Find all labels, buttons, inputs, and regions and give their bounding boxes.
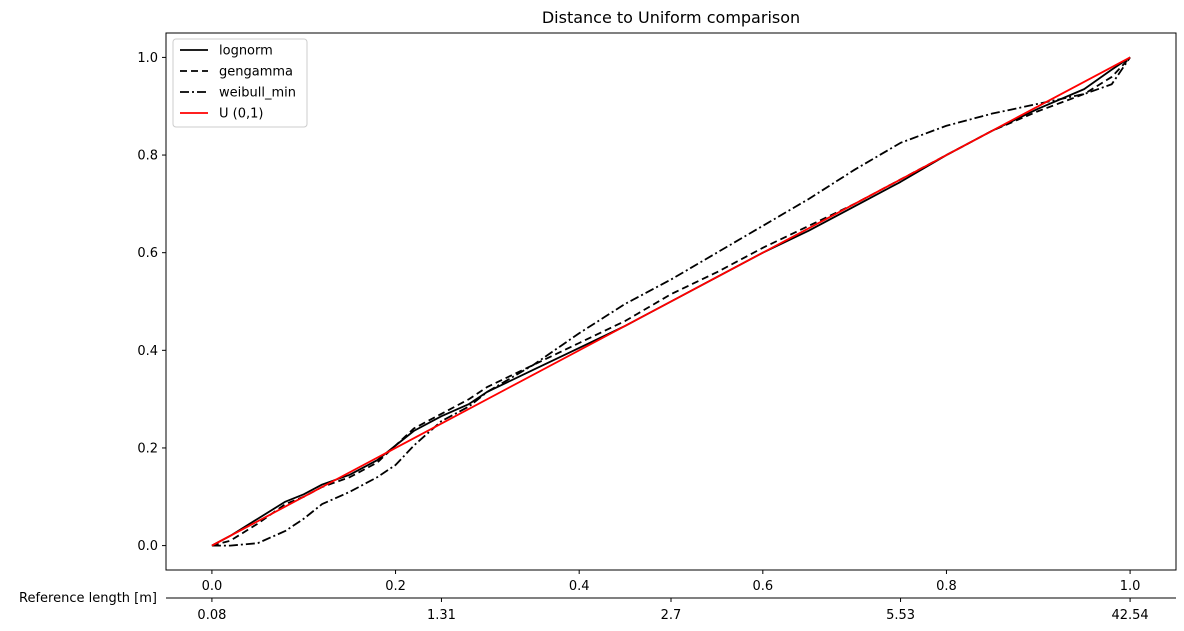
secondary-axis-label: Reference length [m] [19,591,157,606]
y-tick-label: 0.4 [137,344,158,359]
series-line-2 [211,56,1131,547]
x-tick-label: 0.0 [202,579,223,594]
y-tick-label: 0.0 [137,539,158,554]
legend-label: gengamma [219,65,293,80]
secondary-tick-label: 0.08 [197,608,226,623]
x-axis-ticks: 0.0 0.2 0.4 0.6 0.8 1.0 [202,570,1141,594]
legend-box [172,38,308,128]
x-tick-label: 1.0 [1120,579,1141,594]
legend-label: lognorm [219,44,273,59]
series-line-3 [211,56,1131,547]
chart-title: Distance to Uniform comparison [542,8,800,27]
x-tick-label: 0.2 [385,579,406,594]
plot-area-frame [165,32,1177,571]
y-axis-ticks: 0.0 0.2 0.4 0.6 0.8 1.0 [137,51,166,554]
secondary-tick-label: 5.53 [886,608,915,623]
legend-label: U (0,1) [219,107,263,122]
y-tick-label: 0.6 [137,246,158,261]
legend: lognorm gengamma weibull_min U (0,1) [172,38,308,128]
secondary-tick-label: 2.7 [661,608,682,623]
y-tick-label: 1.0 [137,51,158,66]
y-tick-label: 0.8 [137,149,158,164]
x-tick-label: 0.4 [569,579,590,594]
x-tick-label: 0.6 [752,579,773,594]
x-tick-label: 0.8 [936,579,957,594]
secondary-axis-ticks: 0.08 1.31 2.7 5.53 42.54 [197,598,1149,623]
series-layer [211,56,1131,547]
secondary-tick-label: 42.54 [1111,608,1148,623]
y-tick-label: 0.2 [137,441,158,456]
legend-label: weibull_min [219,86,296,101]
secondary-tick-label: 1.31 [427,608,456,623]
